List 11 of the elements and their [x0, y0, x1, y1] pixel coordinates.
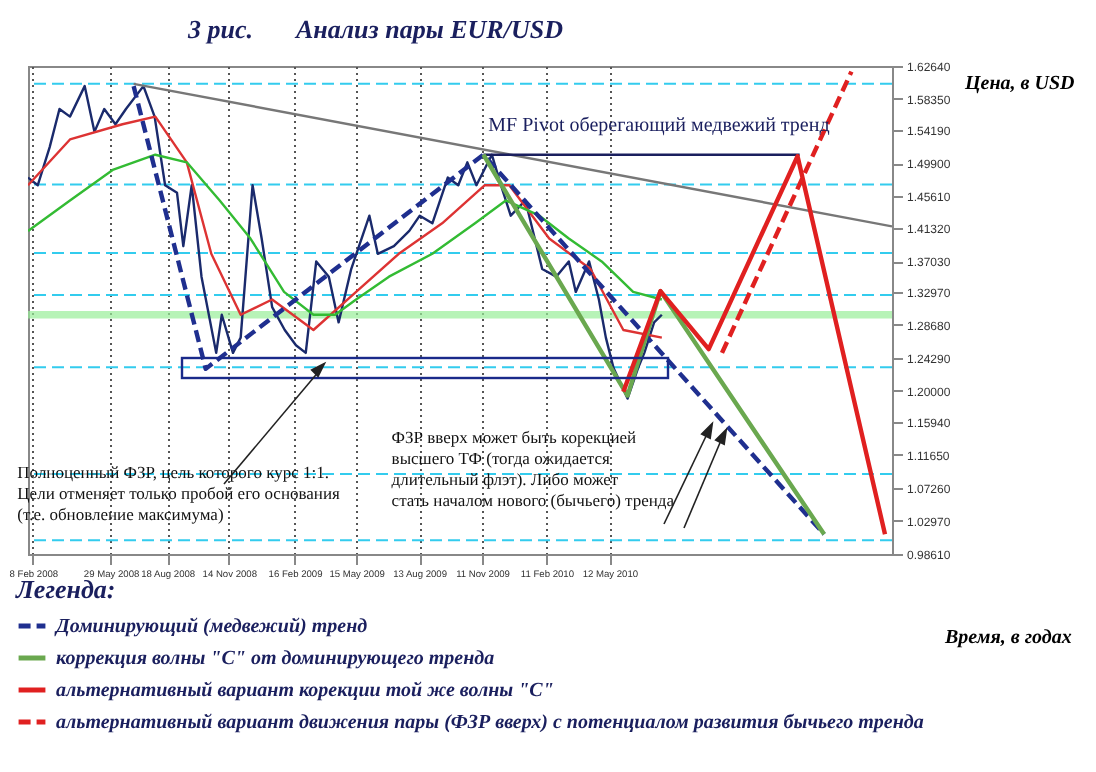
legend-label: альтернативный вариант корекции той же волны "C"	[56, 680, 554, 702]
chart-subtitle: 3 рис.	[186, 14, 253, 44]
chart-title: Анализ пары EUR/USD	[294, 14, 565, 44]
line-series	[28, 153, 664, 316]
x-axis-title: Время, в годах	[943, 627, 1072, 649]
legend-label: коррекция волны "C" от доминирующего тренда	[56, 648, 495, 670]
legend-label: альтернативный вариант движения пары (ФЗР вверх) с потенциалом развития бычьего тренда	[56, 712, 924, 734]
annotation: ФЗР вверх может быть корекцией высшего ТФ (тогда ожидается длительный флэт). Либо может стать началом нового (бычьего) тренда	[391, 426, 675, 510]
annotation: MF Pivot оберегающий медвежий тренд	[488, 115, 830, 138]
y-axis-title: Цена, в USD	[963, 73, 1075, 95]
legend-label: Доминирующий (медвежий) тренд	[54, 616, 368, 638]
